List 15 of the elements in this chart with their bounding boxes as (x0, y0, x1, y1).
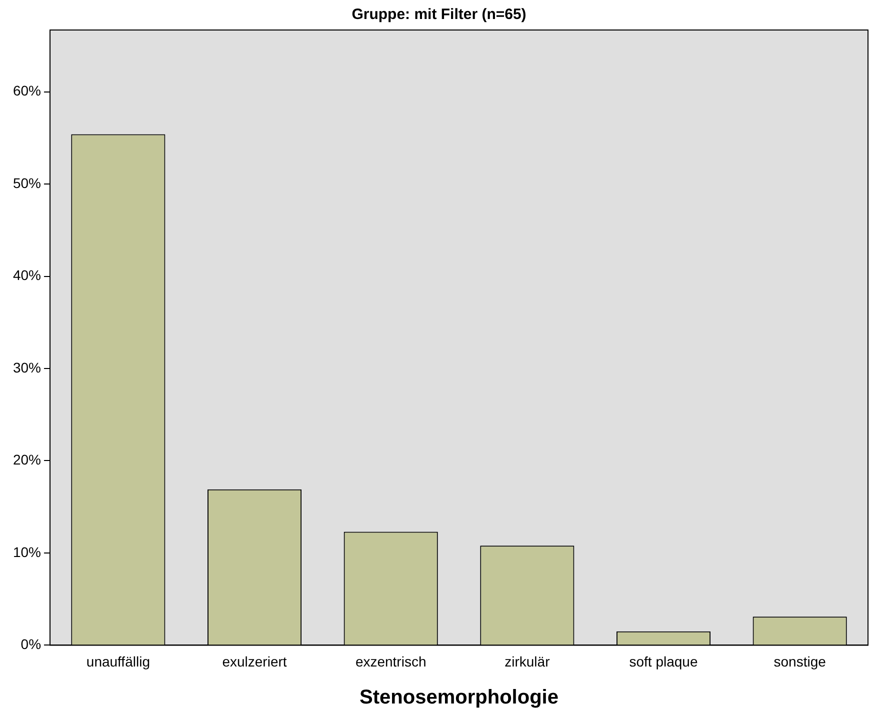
x-tick-label: unauffällig (86, 653, 150, 670)
y-tick-label: 50% (12, 174, 42, 191)
chart-title: Gruppe: mit Filter (n=65) (352, 6, 526, 24)
y-tick-label: 0% (20, 636, 42, 652)
x-tick-label: soft plaque (629, 653, 698, 670)
y-tick-label: 40% (12, 267, 42, 284)
y-tick-label: 20% (12, 452, 42, 468)
x-tick-label: zirkulär (504, 653, 550, 670)
x-tick-label: sonstige (774, 653, 826, 670)
y-tick-label: 60% (12, 82, 42, 99)
y-tick-label: 30% (12, 359, 42, 376)
y-tick-label: 10% (12, 544, 42, 560)
x-tick-label: exzentrisch (355, 653, 426, 670)
x-tick-label: exulzeriert (222, 653, 287, 670)
x-axis-title: Stenosemorphologie (360, 686, 558, 709)
